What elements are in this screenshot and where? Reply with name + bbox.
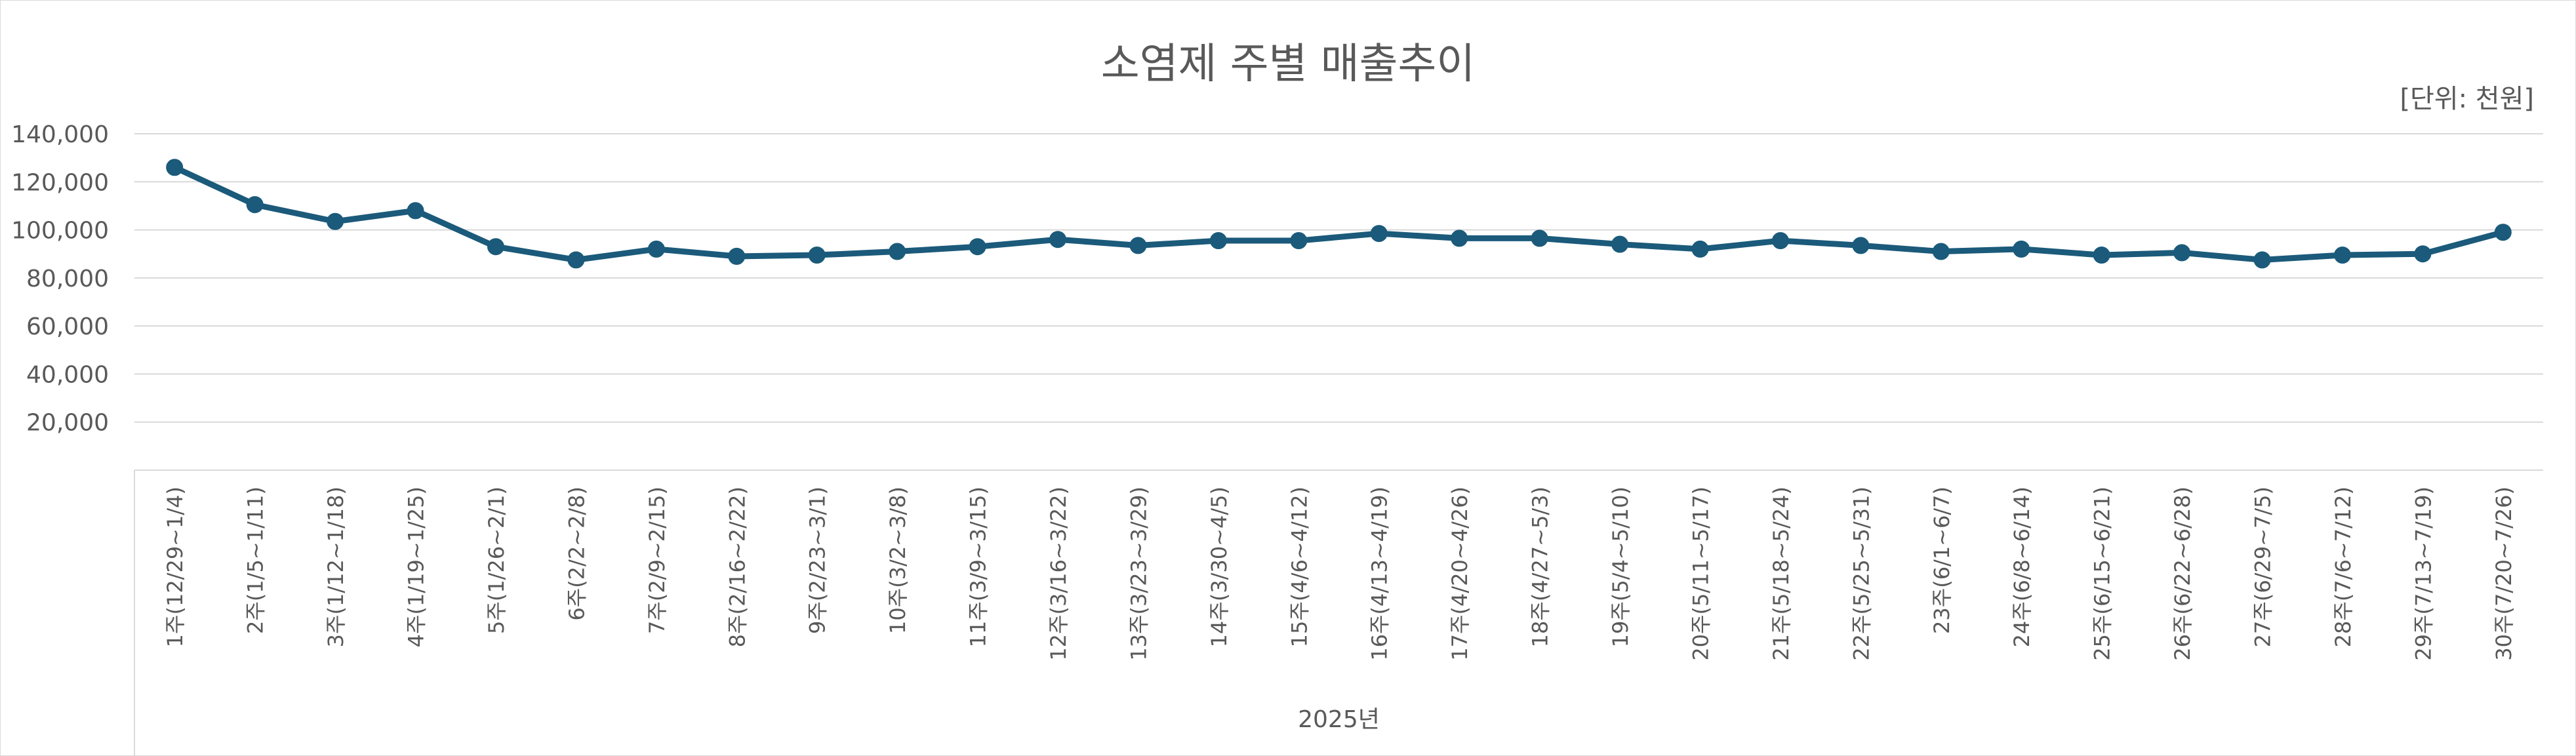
x-tick-label: 22주(5/25~5/31) (1849, 487, 1874, 661)
x-tick-label: 19주(5/4~5/10) (1608, 487, 1633, 647)
x-tick-label: 29주(7/13~7/19) (2411, 487, 2436, 661)
data-point (327, 212, 344, 230)
x-tick-label: 17주(4/20~4/26) (1447, 487, 1472, 661)
y-tick-label: 140,000 (11, 121, 109, 148)
data-point (2173, 244, 2191, 262)
data-point (1771, 232, 1789, 250)
data-point (1209, 232, 1227, 250)
data-point (728, 247, 746, 265)
data-point (1531, 229, 1548, 247)
x-tick-label: 5주(1/26~2/1) (484, 487, 509, 634)
x-tick-label: 25주(6/15~6/21) (2090, 487, 2115, 661)
y-tick-label: 80,000 (26, 266, 109, 292)
data-point (487, 238, 504, 256)
y-tick-label: 100,000 (11, 218, 109, 245)
data-point (1129, 237, 1147, 254)
x-tick-label: 3주(1/12~1/18) (323, 487, 348, 647)
data-point (969, 238, 986, 256)
data-point (808, 247, 826, 264)
data-point (1370, 225, 1388, 243)
data-point (407, 202, 424, 220)
x-tick-label: 20주(5/11~5/17) (1688, 487, 1713, 661)
data-point (2333, 247, 2351, 264)
x-tick-label: 27주(6/29~7/5) (2250, 487, 2275, 647)
data-point (567, 251, 585, 269)
data-point (1932, 243, 1950, 260)
x-tick-label: 24주(6/8~6/14) (2009, 487, 2034, 647)
x-tick-label: 4주(1/19~1/25) (404, 487, 429, 647)
data-point (647, 240, 665, 258)
data-point (1290, 232, 1308, 250)
x-tick-label: 18주(4/27~5/3) (1528, 487, 1553, 647)
x-tick-label: 14주(3/30~4/5) (1207, 487, 1232, 647)
data-point (2013, 240, 2030, 258)
x-tick-label: 6주(2/2~2/8) (564, 487, 589, 621)
x-tick-label: 16주(4/13~4/19) (1367, 487, 1392, 661)
y-tick-label: 120,000 (11, 169, 109, 196)
x-tick-label: 11주(3/9~3/15) (966, 487, 991, 647)
data-point (246, 196, 264, 214)
x-tick-label: 7주(2/9~2/15) (645, 487, 670, 634)
data-point (1691, 240, 1709, 258)
y-tick-label: 40,000 (26, 361, 109, 388)
data-point (2093, 247, 2110, 264)
unit-label: [단위: 천원] (2400, 84, 2534, 114)
x-tick-label: 9주(2/23~3/1) (805, 487, 830, 634)
data-point (2253, 251, 2271, 269)
x-tick-label: 10주(3/2~3/8) (885, 487, 910, 634)
data-point (1852, 237, 1870, 254)
x-tick-label: 2주(1/5~1/11) (243, 487, 268, 634)
x-tick-label: 8주(2/16~2/22) (725, 487, 750, 647)
y-tick-label: 20,000 (26, 410, 109, 437)
y-tick-label: 60,000 (26, 313, 109, 340)
chart-title: 소염제 주별 매출추이 (1100, 40, 1476, 89)
series-line (171, 164, 2506, 263)
x-tick-label: 28주(7/6~7/12) (2331, 487, 2356, 647)
data-point (2414, 245, 2432, 263)
x-tick-label: 30주(7/20~7/26) (2491, 487, 2516, 661)
data-point (1611, 235, 1629, 253)
x-tick-label: 1주(12/29~1/4) (163, 487, 188, 647)
x-tick-label: 26주(6/22~6/28) (2170, 487, 2195, 661)
x-tick-label: 21주(5/18~5/24) (1769, 487, 1794, 661)
data-point (166, 159, 184, 176)
x-tick-label: 15주(4/6~4/12) (1287, 487, 1312, 647)
x-tick-label: 23주(6/1~6/7) (1929, 487, 1954, 634)
x-axis-group-label: 2025년 (1298, 706, 1380, 733)
data-point (889, 243, 906, 260)
x-tick-label: 12주(3/16~3/22) (1046, 487, 1071, 661)
data-point (1049, 231, 1066, 249)
data-point (1451, 229, 1468, 247)
x-tick-label: 13주(3/23~3/29) (1126, 487, 1151, 661)
data-point (2494, 224, 2512, 241)
